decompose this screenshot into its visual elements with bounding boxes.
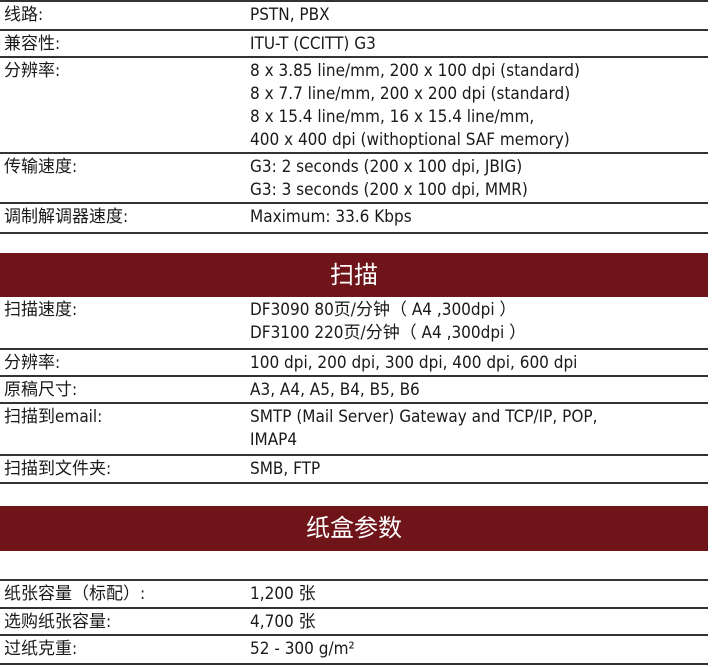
row-value: ITU-T (CCITT) G3 [250,34,376,54]
row-label: 过纸克重: [4,639,78,659]
row-label: 分辨率: [4,353,61,373]
row-label: 选购纸张容量: [4,612,112,632]
row-value: SMTP (Mail Server) Gateway and TCP/IP, P… [250,407,598,450]
row-value: 8 x 3.85 line/mm, 200 x 100 dpi (standar… [250,61,580,150]
row-value: G3: 2 seconds (200 x 100 dpi, JBIG) G3: … [250,157,528,200]
table-row: 调制解调器速度: Maximum: 33.6 Kbps [0,204,708,234]
section-header-paper: 纸盒参数 [0,506,708,551]
row-value: 52 - 300 g/m² [250,639,355,659]
table-row: 兼容性: ITU-T (CCITT) G3 [0,31,708,58]
row-label: 兼容性: [4,34,61,54]
row-label: 调制解调器速度: [4,207,129,227]
table-row: 扫描速度: DF3090 80页/分钟（ A4 ,300dpi ） DF3100 … [0,297,708,350]
row-label: 扫描速度: [4,300,78,320]
row-label: 纸张容量（标配）: [4,584,146,604]
row-value: SMB, FTP [250,459,321,479]
row-value: 100 dpi, 200 dpi, 300 dpi, 400 dpi, 600 … [250,353,578,373]
row-value: DF3090 80页/分钟（ A4 ,300dpi ） DF3100 220页/… [250,300,527,343]
table-row: 分辨率: 8 x 3.85 line/mm, 200 x 100 dpi (sta… [0,58,708,154]
row-value: 4,700 张 [250,612,316,632]
row-value: A3, A4, A5, B4, B5, B6 [250,380,420,400]
scan-spec-table: 扫描速度: DF3090 80页/分钟（ A4 ,300dpi ） DF3100 … [0,297,708,484]
row-label: 线路: [4,5,44,25]
row-value: Maximum: 33.6 Kbps [250,207,412,227]
table-row: 纸张容量（标配）: 1,200 张 [0,581,708,609]
section-header-scan: 扫描 [0,253,708,297]
row-label: 扫描到email: [4,407,103,427]
row-label: 扫描到文件夹: [4,459,112,479]
table-row: 分辨率: 100 dpi, 200 dpi, 300 dpi, 400 dpi, … [0,350,708,377]
row-value: PSTN, PBX [250,5,330,25]
table-row: 原稿尺寸: A3, A4, A5, B4, B5, B6 [0,377,708,404]
table-row: 扫描到email: SMTP (Mail Server) Gateway and … [0,404,708,456]
row-label: 分辨率: [4,61,61,81]
table-row: 传输速度: G3: 2 seconds (200 x 100 dpi, JBIG)… [0,154,708,204]
row-label: 原稿尺寸: [4,380,78,400]
table-row: 过纸克重: 52 - 300 g/m² [0,636,708,665]
paper-spec-table: 纸张容量（标配）: 1,200 张 选购纸张容量: 4,700 张 过纸克重: 52 … [0,579,708,665]
table-row: 选购纸张容量: 4,700 张 [0,609,708,636]
table-row: 线路: PSTN, PBX [0,2,708,31]
fax-spec-table: 线路: PSTN, PBX 兼容性: ITU-T (CCITT) G3 分辨率: 8 … [0,0,708,234]
row-label: 传输速度: [4,157,78,177]
table-row: 扫描到文件夹: SMB, FTP [0,456,708,484]
row-value: 1,200 张 [250,584,316,604]
